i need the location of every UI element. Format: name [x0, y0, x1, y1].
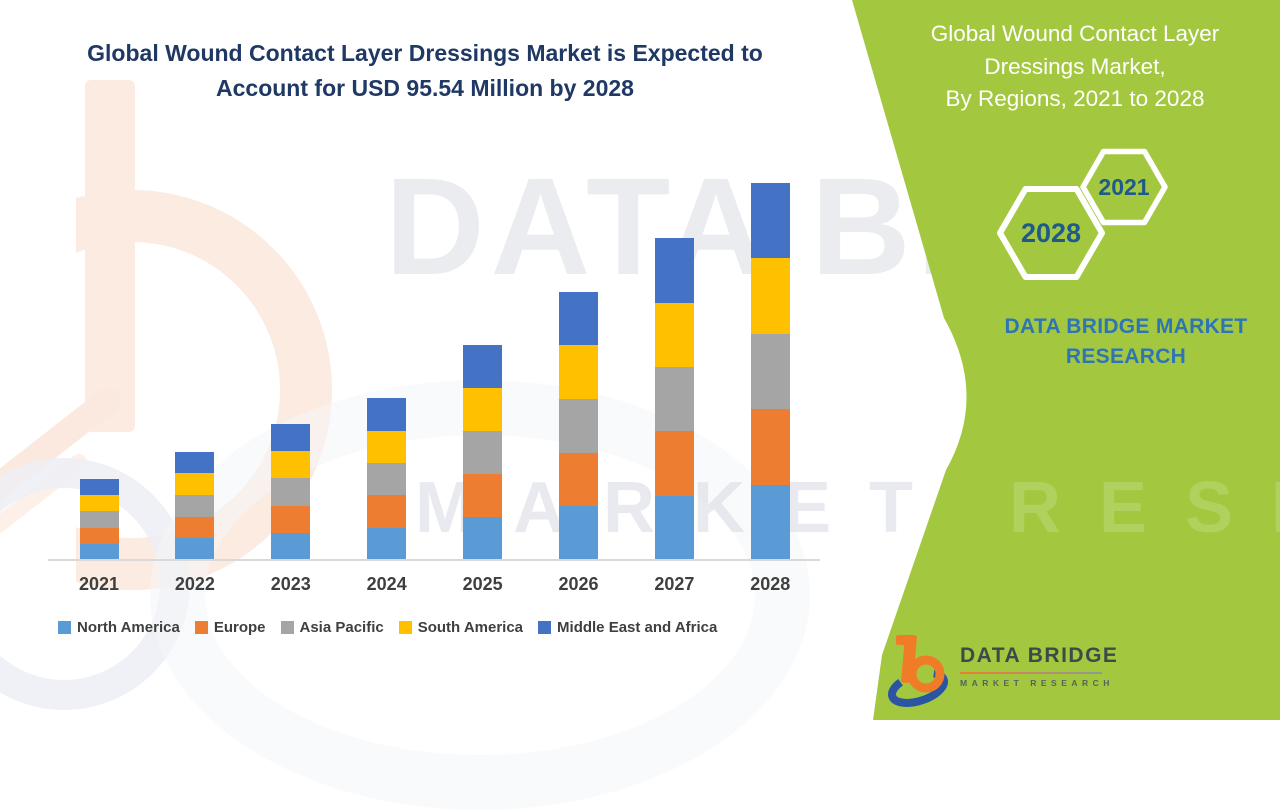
bar-segment-asia-pacific — [559, 399, 598, 453]
x-axis-label-2021: 2021 — [78, 574, 120, 594]
x-axis-label-2022: 2022 — [174, 574, 215, 594]
bar-segment-south-america — [654, 302, 694, 368]
hexagon-2021 — [1080, 148, 1168, 226]
bar-segment-north-america — [271, 532, 311, 560]
legend-swatch-icon — [58, 621, 71, 634]
x-axis-label-2026: 2026 — [558, 574, 599, 594]
bar-segment-middle-east-and-africa — [750, 182, 790, 259]
bar-segment-south-america — [559, 345, 598, 400]
bar-segment-north-america — [654, 495, 694, 560]
side-panel-title-line1: Global Wound Contact Layer — [930, 21, 1220, 46]
bar-2024 — [367, 398, 407, 560]
bar-2023 — [271, 423, 311, 560]
bar-segment-asia-pacific — [175, 494, 215, 517]
stacked-bar-chart — [0, 0, 870, 560]
bar-2025 — [463, 345, 503, 560]
bar-segment-asia-pacific — [463, 431, 503, 474]
bar-segment-europe — [175, 516, 215, 539]
legend-item-north-america: North America — [58, 619, 180, 636]
bar-segment-europe — [463, 474, 503, 517]
bar-segment-south-america — [175, 473, 215, 495]
data-bridge-logo: DATA BRIDGE MARKET RESEARCH — [886, 630, 1126, 710]
legend-label: Asia Pacific — [299, 619, 384, 636]
bar-segment-europe — [79, 527, 119, 544]
legend-item-asia-pacific: Asia Pacific — [280, 619, 384, 636]
legend-label: Europe — [213, 619, 266, 636]
legend-item-south-america: South America — [398, 619, 524, 636]
bar-segment-asia-pacific — [750, 333, 790, 410]
bar-2021 — [79, 479, 119, 560]
bar-segment-europe — [750, 409, 790, 485]
x-axis-line — [48, 559, 820, 561]
side-panel-title-line3: By Regions, 2021 to 2028 — [945, 86, 1205, 112]
bar-segment-middle-east-and-africa — [654, 238, 694, 303]
x-axis-label-2028: 2028 — [750, 574, 791, 594]
hexagon-year-badges: 2028 2021 — [997, 148, 1168, 280]
bar-segment-north-america — [750, 484, 790, 560]
data-bridge-logo-icon — [888, 634, 948, 707]
brand-text-line1: DATA BRIDGE MARKET — [1004, 315, 1248, 338]
legend-swatch-icon — [538, 621, 552, 634]
brand-text-line2: RESEARCH — [1065, 345, 1187, 369]
bar-segment-middle-east-and-africa — [463, 345, 503, 388]
logo-title: DATA BRIDGE — [960, 644, 1119, 667]
bar-segment-asia-pacific — [654, 367, 694, 432]
logo-text: DATA BRIDGE MARKET RESEARCH — [960, 644, 1118, 710]
bar-2026 — [559, 291, 598, 560]
legend-swatch-icon — [280, 621, 294, 634]
x-axis-label-2027: 2027 — [654, 574, 695, 594]
bar-segment-south-america — [367, 430, 407, 463]
bar-segment-asia-pacific — [367, 462, 407, 496]
legend-item-middle-east-and-africa: Middle East and Africa — [538, 619, 717, 636]
page-title: Global Wound Contact Layer Dressings Mar… — [55, 36, 795, 105]
logo-b-bowl — [907, 655, 945, 693]
legend-swatch-icon — [398, 621, 412, 634]
bar-segment-asia-pacific — [271, 478, 311, 506]
x-axis-label-2024: 2024 — [366, 574, 407, 594]
bar-segment-europe — [367, 495, 407, 528]
bar-2028 — [750, 182, 790, 560]
side-panel-title-line2: Dressings Market, — [984, 53, 1166, 79]
bar-segment-south-america — [271, 451, 311, 479]
legend-label: North America — [77, 619, 180, 636]
bar-segment-europe — [559, 452, 598, 507]
bar-segment-south-america — [79, 495, 119, 512]
side-panel-brand-text: DATA BRIDGE MARKET RESEARCH — [985, 312, 1267, 373]
legend-label: Middle East and Africa — [557, 619, 718, 636]
bar-segment-north-america — [367, 527, 407, 560]
page-title-line1: Global Wound Contact Layer Dressings Mar… — [87, 40, 763, 66]
bar-segment-middle-east-and-africa — [367, 398, 407, 431]
chart-legend: North America Europe Asia Pacific South Ame… — [58, 619, 858, 636]
hexagon-2028-label: 2028 — [1021, 218, 1081, 248]
x-axis-labels: 2021 2022 2023 2024 2025 2026 2027 2028 — [0, 574, 870, 600]
bar-segment-middle-east-and-africa — [559, 291, 598, 346]
logo-divider — [960, 672, 1102, 674]
bar-segment-north-america — [79, 543, 119, 560]
legend-label: South America — [417, 619, 524, 636]
x-axis-label-2023: 2023 — [270, 574, 311, 594]
bar-segment-north-america — [463, 517, 503, 560]
x-axis-label-2025: 2025 — [462, 574, 503, 594]
bar-segment-north-america — [559, 506, 598, 560]
bar-segment-middle-east-and-africa — [271, 423, 311, 452]
bar-segment-europe — [271, 505, 311, 533]
side-panel-title: Global Wound Contact Layer Dressings Mar… — [885, 18, 1265, 116]
bar-2027 — [654, 238, 694, 560]
bar-segment-south-america — [750, 258, 790, 334]
bar-segment-middle-east-and-africa — [175, 451, 215, 474]
bar-2022 — [175, 451, 215, 560]
legend-item-europe: Europe — [194, 619, 266, 636]
hexagon-2021-label: 2021 — [1098, 174, 1149, 200]
legend-swatch-icon — [194, 621, 208, 634]
page-title-line2: Account for USD 95.54 Million by 2028 — [216, 74, 634, 101]
bar-segment-europe — [654, 431, 694, 496]
bar-segment-asia-pacific — [79, 511, 119, 528]
bar-segment-middle-east-and-africa — [79, 479, 119, 496]
hexagon-2028 — [997, 186, 1105, 280]
logo-subtitle: MARKET RESEARCH — [960, 678, 1114, 688]
bar-segment-north-america — [175, 538, 215, 560]
bar-segment-south-america — [463, 388, 503, 431]
side-panel-shape — [852, 0, 1280, 720]
